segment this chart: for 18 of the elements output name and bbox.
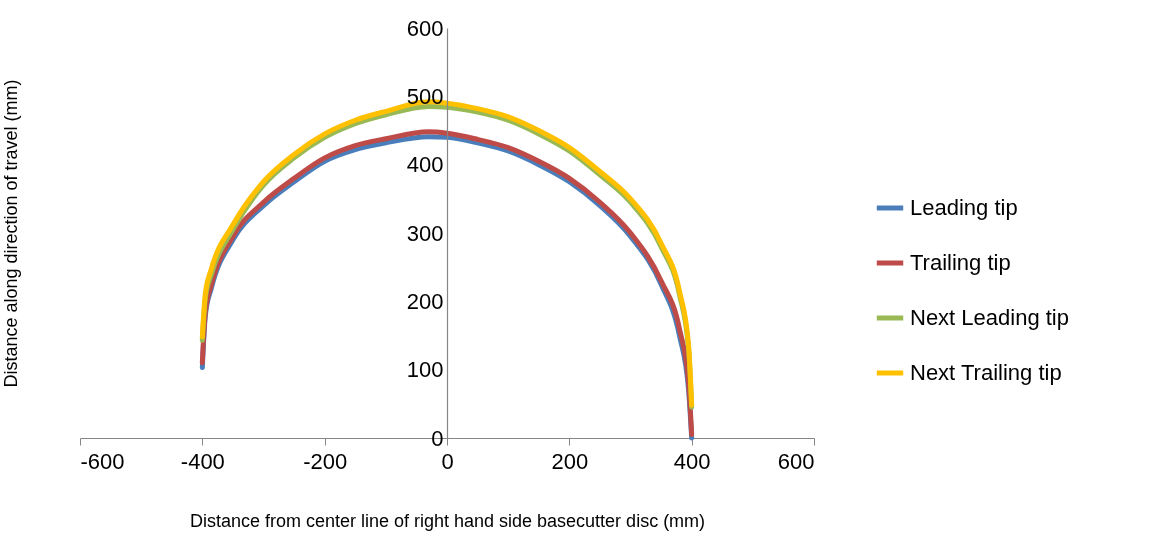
legend-label: Next Leading tip xyxy=(910,305,1069,330)
y-tick-label: 400 xyxy=(406,152,444,178)
y-tick-label: 200 xyxy=(406,288,444,314)
x-tick-label: -400 xyxy=(180,448,225,474)
x-tick-label: -200 xyxy=(303,448,348,474)
x-tick-label: 200 xyxy=(551,448,589,474)
legend-label: Trailing tip xyxy=(910,250,1011,275)
y-tick-label: 600 xyxy=(406,15,444,41)
y-tick-label: 300 xyxy=(406,220,444,246)
y-tick-label: 0 xyxy=(431,425,444,451)
x-tick-label: -600 xyxy=(80,448,125,474)
legend-label: Leading tip xyxy=(910,195,1018,220)
x-tick-label: 400 xyxy=(673,448,711,474)
y-tick-label: 100 xyxy=(406,357,444,383)
x-axis-title: Distance from center line of right hand side basecutter disc (mm) xyxy=(189,510,706,531)
y-axis-title: Distance along direction of travel (mm) xyxy=(0,79,21,388)
x-tick-label: 600 xyxy=(777,448,815,474)
legend-label: Next Trailing tip xyxy=(910,360,1062,385)
